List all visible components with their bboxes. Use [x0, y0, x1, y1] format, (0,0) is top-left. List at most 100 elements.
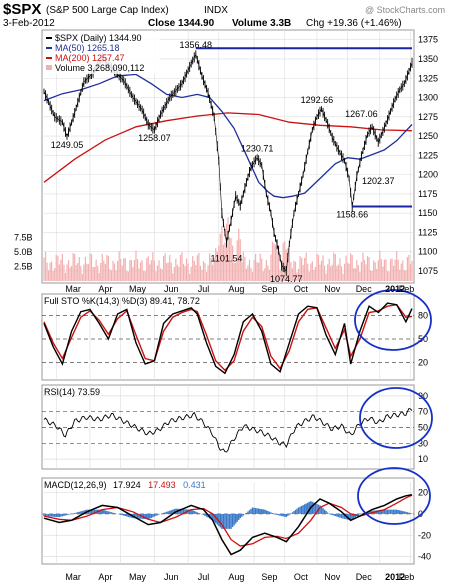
- macd-label-macd: 17.924: [113, 480, 141, 490]
- macd-histogram-bar: [339, 513, 341, 518]
- volume-bar: [293, 260, 295, 281]
- tick-label: 80: [418, 311, 428, 321]
- macd-histogram-bar: [110, 512, 113, 514]
- volume-bar: [265, 259, 267, 281]
- macd-histogram-bar: [397, 510, 399, 514]
- macd-histogram-bar: [256, 508, 258, 514]
- volume-bar: [80, 265, 82, 281]
- volume-bar: [248, 259, 251, 281]
- price-tick-label: 1375: [418, 35, 438, 45]
- macd-histogram-bar: [392, 509, 395, 514]
- volume-bar: [370, 270, 372, 281]
- macd-histogram-bar: [293, 511, 295, 514]
- macd-histogram-bar: [369, 511, 372, 514]
- x-tick-label-top: Nov: [324, 284, 341, 294]
- macd-histogram-bar: [192, 510, 194, 514]
- volume-bar: [320, 260, 323, 281]
- volume-bar: [94, 267, 96, 281]
- volume-bar: [228, 237, 231, 281]
- macd-histogram-bar: [173, 509, 176, 514]
- legend-ma50: MA(50) 1265.18: [55, 43, 120, 53]
- tick-label: 10: [418, 454, 428, 464]
- volume-bar: [127, 271, 129, 281]
- legend-box: [44, 32, 160, 74]
- price-annotation: 1074.77: [270, 274, 303, 284]
- macd-histogram-bar: [251, 507, 254, 514]
- volume-bar: [241, 262, 243, 281]
- macd-histogram-bar: [188, 509, 191, 514]
- volume-bar: [121, 265, 123, 281]
- volume-bar: [166, 263, 168, 281]
- macd-histogram-bar: [219, 513, 222, 528]
- price-tick-label: 1325: [418, 73, 438, 83]
- volume-bar: [175, 258, 177, 281]
- macd-histogram-bar: [75, 512, 77, 514]
- volume-bar: [328, 258, 330, 281]
- volume-bar: [218, 245, 220, 281]
- macd-histogram-bar: [294, 509, 297, 514]
- macd-histogram-bar: [222, 513, 225, 529]
- volume-bar: [155, 271, 157, 281]
- macd-histogram-bar: [399, 510, 401, 514]
- volume-bar: [278, 254, 280, 281]
- macd-histogram-bar: [60, 513, 62, 517]
- price-annotation: 1249.05: [51, 140, 84, 150]
- macd-histogram-bar: [250, 508, 252, 514]
- macd-histogram-bar: [61, 513, 64, 517]
- macd-lines: 200-20-40: [42, 482, 431, 564]
- volume-bar: [87, 264, 90, 281]
- macd-histogram-bar: [239, 513, 241, 519]
- macd-histogram-bar: [288, 513, 291, 515]
- volume-bar: [110, 270, 113, 281]
- volume-bar: [126, 270, 128, 281]
- volume-bar: [301, 257, 303, 281]
- price-legend: $SPX (Daily) 1344.90 MA(50) 1265.18 MA(2…: [44, 32, 160, 74]
- macd-histogram-bar: [299, 506, 301, 514]
- volume-bar: [227, 217, 229, 281]
- volume-bar: [107, 255, 109, 281]
- macd-histogram-bar: [205, 513, 208, 517]
- macd-histogram-bar: [311, 501, 314, 514]
- volume-bar: [163, 256, 165, 281]
- price-tick-label: 1100: [418, 247, 437, 257]
- volume-bar: [255, 253, 257, 281]
- macd-histogram-bar: [282, 513, 284, 517]
- volume-bar: [224, 242, 226, 281]
- macd-histogram-bar: [47, 513, 50, 517]
- macd-histogram-bar: [297, 507, 300, 514]
- macd-histogram-bar: [357, 513, 360, 515]
- volume-bar: [376, 268, 378, 281]
- volume-bar: [288, 247, 290, 281]
- volume-bar: [242, 251, 244, 281]
- tick-label: -40: [418, 552, 431, 562]
- volume-bar: [184, 265, 186, 281]
- macd-histogram-bar: [314, 503, 317, 514]
- volume-bar: [250, 268, 252, 281]
- volume-bar: [294, 261, 297, 281]
- volume-bar: [389, 259, 392, 281]
- volume-bar: [167, 262, 169, 281]
- volume-bar: [402, 260, 404, 281]
- volume-bars: [43, 217, 413, 281]
- macd-histogram-bar: [395, 509, 398, 514]
- macd-histogram-bar: [391, 509, 393, 514]
- volume-bar: [106, 254, 108, 281]
- volume-bar: [195, 264, 197, 281]
- volume-bar: [69, 267, 71, 281]
- volume-bar: [60, 259, 62, 281]
- macd-histogram-bar: [103, 510, 105, 514]
- macd-histogram-bar: [403, 511, 406, 514]
- macd-histogram-bar: [58, 513, 61, 518]
- volume-bar: [310, 263, 312, 281]
- volume-bar: [138, 268, 140, 281]
- macd-histogram-bar: [136, 513, 139, 519]
- tick-label: -20: [418, 530, 431, 540]
- volume-bar: [120, 258, 122, 281]
- macd-histogram-bar: [261, 509, 263, 514]
- macd-histogram-bar: [228, 513, 231, 529]
- volume-bar: [308, 271, 310, 281]
- volume-bar: [61, 253, 63, 281]
- macd-histogram-bar: [107, 511, 110, 514]
- volume-bar: [247, 265, 249, 281]
- volume-bar: [144, 271, 146, 281]
